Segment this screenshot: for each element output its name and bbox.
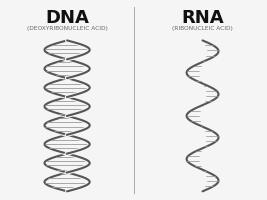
- Text: DNA: DNA: [45, 9, 89, 27]
- Text: RNA: RNA: [181, 9, 224, 27]
- Text: (RIBONUCLEIC ACID): (RIBONUCLEIC ACID): [172, 26, 233, 31]
- Text: (DEOXYRIBONUCLEIC ACID): (DEOXYRIBONUCLEIC ACID): [27, 26, 108, 31]
